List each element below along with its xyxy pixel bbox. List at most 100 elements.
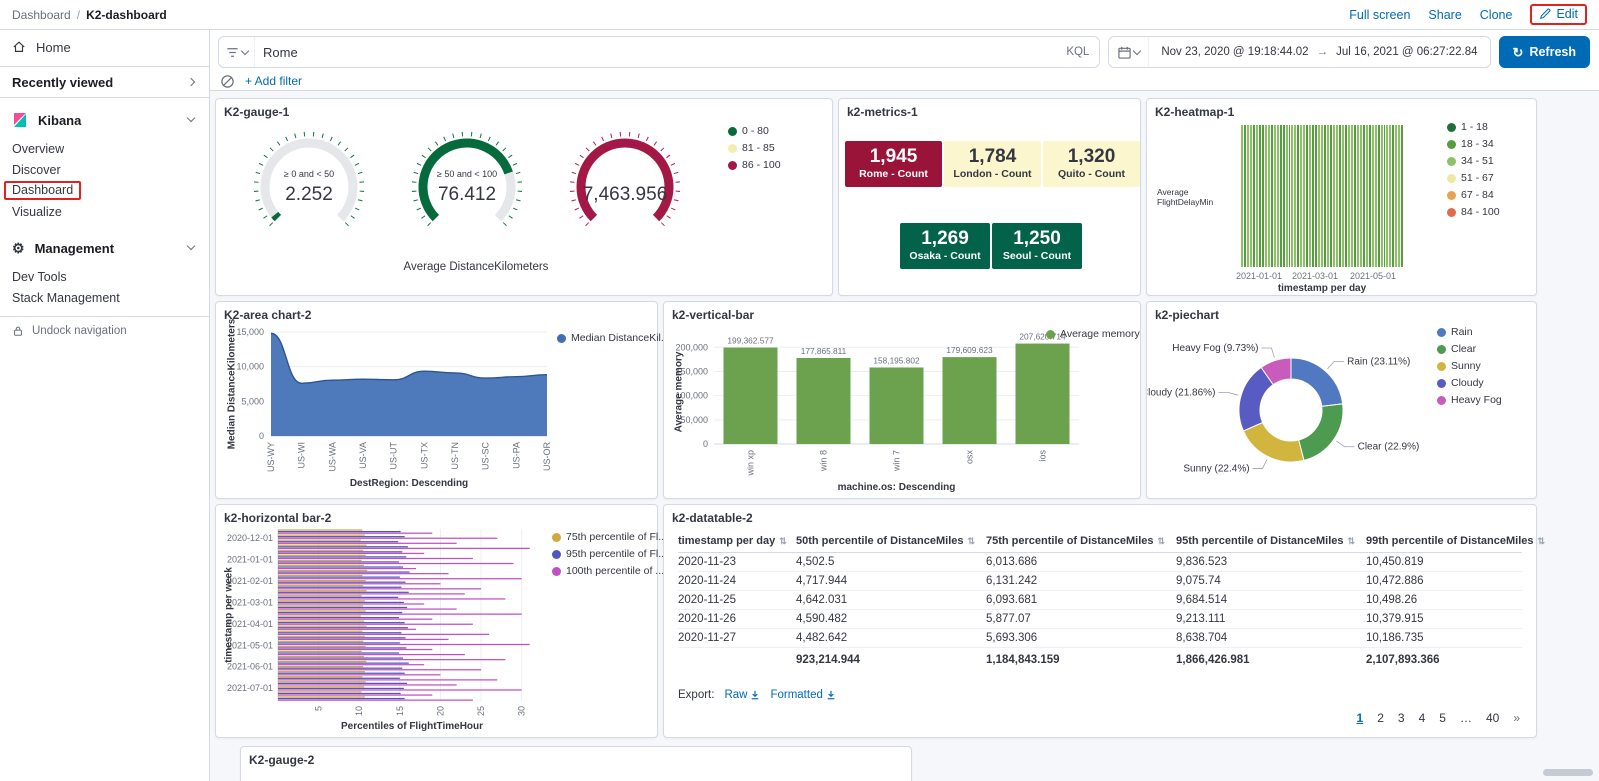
table-row: 2020-11-23 4,502.5 6,013.686 9,836.523 10,45… <box>678 552 1522 572</box>
pagination-page-40[interactable]: 40 <box>1485 711 1500 725</box>
legend-item[interactable]: Cloudy <box>1437 377 1502 389</box>
gauge-axis-label: Average DistanceKilometers <box>403 261 549 273</box>
panel-k2-vertical-bar: k2-vertical-bar 0 50,000 100,000 150,000 200… <box>663 301 1141 499</box>
column-header[interactable]: 99th percentile of DistanceMiles ⇅ <box>1366 531 1545 553</box>
refresh-button[interactable]: ↻ Refresh <box>1498 36 1590 68</box>
sidebar-item-visualize[interactable]: Visualize <box>12 204 62 219</box>
column-header[interactable]: timestamp per day ⇅ <box>678 531 796 553</box>
full-screen-button[interactable]: Full screen <box>1349 7 1411 22</box>
legend-item[interactable]: Sunny <box>1437 360 1502 372</box>
add-filter-button[interactable]: + Add filter <box>245 74 303 88</box>
sidebar-item-dashboard[interactable]: Dashboard <box>0 180 209 201</box>
export-raw-link[interactable]: Raw <box>724 689 760 701</box>
legend-label: Cloudy <box>1451 377 1484 389</box>
legend-item[interactable]: 100th percentile of ... <box>552 565 667 577</box>
sidebar-item-home[interactable]: Home <box>0 30 209 64</box>
sidebar-item-dev-tools[interactable]: Dev Tools <box>12 269 67 284</box>
heatmap-cell <box>1249 125 1252 267</box>
pagination-page-5[interactable]: 5 <box>1439 711 1446 725</box>
sidebar-section-kibana[interactable]: Kibana <box>0 106 209 134</box>
sidebar-item-overview[interactable]: Overview <box>12 141 65 156</box>
area-chart[interactable]: 0 5,000 10,000 15,000 US-WY US-WI US-WA US-VA US… <box>216 302 659 500</box>
table-cell: 10,379.915 <box>1366 609 1522 629</box>
filter-options-icon[interactable] <box>220 74 235 89</box>
legend-item[interactable]: 75th percentile of Fl... <box>552 531 667 543</box>
date-to[interactable]: Jul 16, 2021 @ 06:27:22.84 <box>1336 46 1478 58</box>
pagination-page-3[interactable]: 3 <box>1397 711 1405 725</box>
pagination-page-1[interactable]: 1 <box>1356 711 1364 725</box>
sidebar-item-stack-management[interactable]: Stack Management <box>12 290 120 305</box>
horizontal-scrollbar-thumb[interactable] <box>1543 769 1593 776</box>
calendar-button[interactable] <box>1109 37 1150 67</box>
chevron-right-icon <box>186 77 196 87</box>
metric-value: 1,320 <box>1067 146 1116 168</box>
svg-text:ios: ios <box>1038 450 1048 462</box>
heatmap-cell <box>1306 125 1309 267</box>
heatmap-x-tick: 2021-01-01 <box>1235 271 1283 281</box>
legend-item[interactable]: 0 - 80 <box>728 125 781 137</box>
sidebar-section-recently-viewed[interactable]: Recently viewed <box>0 66 209 98</box>
pagination-page-2[interactable]: 2 <box>1377 711 1384 725</box>
legend-item[interactable]: 81 - 85 <box>728 142 781 154</box>
legend-swatch <box>1437 395 1446 405</box>
legend-item[interactable]: 95th percentile of Fl... <box>552 548 667 560</box>
table-cell: 4,482.642 <box>796 628 986 648</box>
table-cell: 9,836.523 <box>1176 552 1366 572</box>
svg-text:Rain (23.11%): Rain (23.11%) <box>1347 356 1410 367</box>
gauge-1: ≥ 0 and < 50 2.252 <box>234 123 384 245</box>
legend-item[interactable]: 18 - 34 <box>1447 138 1500 150</box>
table-cell: 6,093.681 <box>986 590 1176 610</box>
heatmap-cell <box>1303 125 1306 267</box>
table-cell: 5,693.306 <box>986 628 1176 648</box>
pagination-next-button[interactable]: » <box>1513 711 1520 725</box>
vertical-bar-chart[interactable]: 0 50,000 100,000 150,000 200,000 199,362.577 w… <box>664 302 1142 500</box>
table-cell: 10,450.819 <box>1366 552 1522 572</box>
edit-button[interactable]: Edit <box>1530 4 1587 25</box>
legend-item[interactable]: Average memory <box>1046 328 1140 340</box>
column-header[interactable]: 95th percentile of DistanceMiles ⇅ <box>1176 531 1366 553</box>
kql-toggle[interactable]: KQL <box>1066 46 1090 58</box>
horizontal-bar-chart[interactable]: 5 10 15 20 25 30 2020-12-01 2021-01-01 2021-02-0… <box>216 505 659 739</box>
date-range[interactable]: Nov 23, 2020 @ 19:18:44.02 → Jul 16, 202… <box>1149 46 1489 58</box>
column-header[interactable]: 50th percentile of DistanceMiles ⇅ <box>796 531 986 553</box>
svg-text:177,865.811: 177,865.811 <box>801 346 847 356</box>
legend-item[interactable]: 51 - 67 <box>1447 172 1500 184</box>
heatmap-cell <box>1389 125 1392 267</box>
legend-item[interactable]: Median DistanceKil... <box>557 332 670 344</box>
breadcrumb-dashboard[interactable]: Dashboard <box>12 7 71 22</box>
search-input[interactable] <box>255 44 1057 60</box>
svg-text:2021-03-01: 2021-03-01 <box>227 597 273 607</box>
share-button[interactable]: Share <box>1428 7 1462 22</box>
column-header[interactable]: 75th percentile of DistanceMiles ⇅ <box>986 531 1176 553</box>
legend-item[interactable]: Clear <box>1437 343 1502 355</box>
breadcrumb: Dashboard / K2-dashboard <box>12 8 167 22</box>
legend-item[interactable]: 67 - 84 <box>1447 189 1500 201</box>
svg-text:7,463.956: 7,463.956 <box>583 184 668 205</box>
svg-text:10: 10 <box>354 706 364 716</box>
legend-item[interactable]: Rain <box>1437 326 1502 338</box>
svg-text:2020-12-01: 2020-12-01 <box>227 533 273 543</box>
table-totals-row: 923,214.944 1,184,843.159 1,866,426.981 2,1… <box>678 648 1522 670</box>
table-cell: 10,186.735 <box>1366 628 1522 648</box>
legend-item[interactable]: 1 - 18 <box>1447 121 1500 133</box>
sidebar-section-management[interactable]: ⚙ Management <box>0 234 209 262</box>
heatmap-cell <box>1291 125 1294 267</box>
legend-item[interactable]: 34 - 51 <box>1447 155 1500 167</box>
chevron-down-icon <box>240 46 249 55</box>
undock-navigation-button[interactable]: Undock navigation <box>0 316 209 337</box>
heatmap-legend: 1 - 18 18 - 34 34 - 51 51 - 67 67 - 84 84 - 1… <box>1447 121 1500 218</box>
legend-item[interactable]: 86 - 100 <box>728 159 781 171</box>
legend-item[interactable]: 84 - 100 <box>1447 206 1500 218</box>
legend-label: 100th percentile of ... <box>566 565 665 577</box>
legend-item[interactable]: Heavy Fog <box>1437 394 1502 406</box>
date-from[interactable]: Nov 23, 2020 @ 19:18:44.02 <box>1161 46 1309 58</box>
clone-button[interactable]: Clone <box>1479 7 1513 22</box>
sidebar-item-discover[interactable]: Discover <box>12 162 61 177</box>
pagination-page-4[interactable]: 4 <box>1418 711 1426 725</box>
saved-query-menu-button[interactable] <box>219 37 255 67</box>
pie-chart[interactable]: Rain (23.11%) Clear (22.9%) Sunny (22.4%) C… <box>1147 302 1447 500</box>
heatmap-cell <box>1371 125 1374 267</box>
panel-title: K2-gauge-1 <box>224 105 290 119</box>
heatmap-plot[interactable] <box>1241 125 1404 267</box>
export-formatted-link[interactable]: Formatted <box>770 689 835 701</box>
